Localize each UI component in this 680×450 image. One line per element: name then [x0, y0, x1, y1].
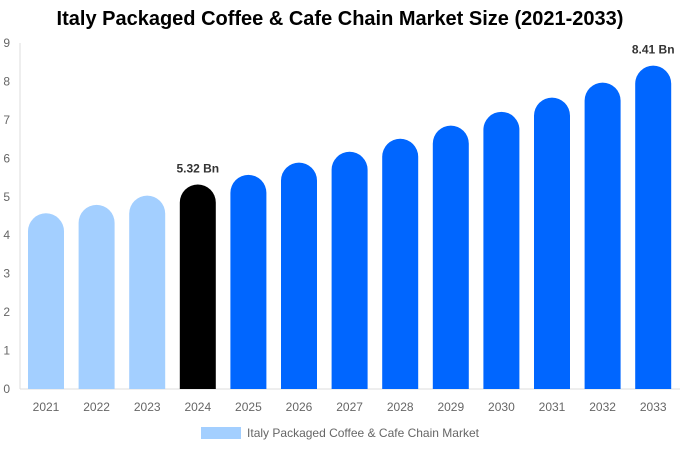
y-tick-label: 0	[3, 382, 10, 396]
x-tick-label: 2033	[640, 400, 667, 414]
legend-swatch	[201, 427, 242, 439]
x-tick-label: 2028	[387, 400, 414, 414]
bar-2021[interactable]	[28, 213, 64, 389]
x-tick-label: 2029	[437, 400, 464, 414]
bar-2029[interactable]	[432, 125, 469, 390]
bar-2023[interactable]	[129, 195, 166, 389]
y-tick-label: 1	[3, 344, 10, 358]
x-tick-label: 2031	[539, 400, 566, 414]
x-tick-label: 2023	[134, 400, 161, 414]
bar-2032[interactable]	[584, 82, 621, 389]
bar-2033[interactable]	[635, 65, 672, 389]
x-tick-label: 2027	[336, 400, 363, 414]
y-tick-label: 5	[3, 190, 10, 204]
y-tick-label: 7	[3, 113, 10, 127]
bar-2026[interactable]	[281, 162, 317, 389]
bar-2024[interactable]	[179, 184, 216, 389]
x-tick-label: 2024	[184, 400, 211, 414]
x-tick-label: 2032	[589, 400, 616, 414]
x-tick-label: 2030	[488, 400, 515, 414]
bar-2025[interactable]	[230, 174, 267, 389]
x-tick-label: 2021	[33, 400, 60, 414]
y-tick-label: 2	[3, 305, 10, 319]
data-label: 5.32 Bn	[176, 161, 219, 175]
bar-2022[interactable]	[78, 204, 115, 389]
y-tick-label: 9	[3, 36, 10, 50]
bar-2028[interactable]	[382, 138, 419, 389]
data-label: 8.41 Bn	[632, 43, 675, 57]
bar-2031[interactable]	[534, 97, 570, 389]
x-tick-label: 2025	[235, 400, 262, 414]
y-tick-label: 3	[3, 267, 10, 281]
x-tick-label: 2022	[83, 400, 110, 414]
x-tick-label: 2026	[286, 400, 313, 414]
y-tick-label: 4	[3, 228, 10, 242]
y-tick-label: 8	[3, 74, 10, 88]
chart-title: Italy Packaged Coffee & Cafe Chain Marke…	[56, 8, 624, 30]
legend: Italy Packaged Coffee & Cafe Chain Marke…	[0, 426, 680, 440]
bar-2027[interactable]	[331, 151, 368, 389]
legend-label: Italy Packaged Coffee & Cafe Chain Marke…	[247, 426, 479, 440]
y-tick-label: 6	[3, 151, 10, 165]
bar-2030[interactable]	[483, 111, 520, 389]
